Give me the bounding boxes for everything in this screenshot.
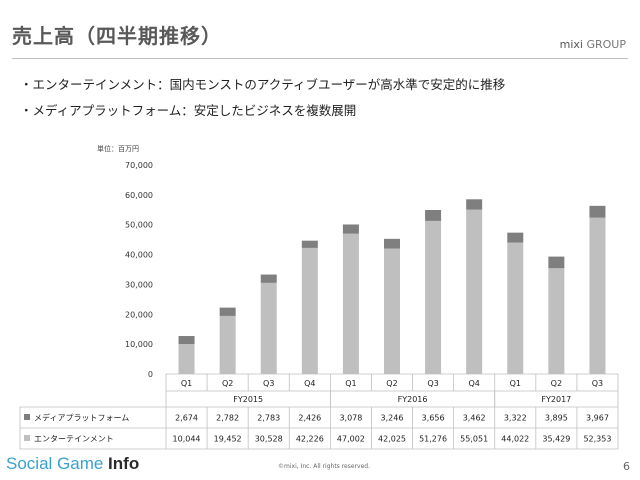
data-label-media-platform: 3,656 bbox=[422, 414, 445, 423]
bar-media-platform bbox=[425, 209, 442, 221]
x-tick-label: Q2 bbox=[222, 379, 233, 388]
bar-entertainment bbox=[301, 247, 318, 374]
x-tick-label: Q2 bbox=[386, 379, 397, 388]
x-tick-label: Q4 bbox=[304, 379, 315, 388]
logo-group: GROUP bbox=[586, 38, 626, 51]
brand-info: Info bbox=[108, 454, 140, 473]
bar-entertainment bbox=[219, 315, 236, 374]
data-label-media-platform: 3,078 bbox=[339, 414, 362, 423]
x-tick-label: Q3 bbox=[263, 379, 274, 388]
x-tick-label: Q1 bbox=[345, 379, 356, 388]
y-tick-label: 10,000 bbox=[125, 340, 153, 349]
x-tick-label: Q1 bbox=[181, 379, 192, 388]
bullet-media-platform: ・メディアプラットフォーム：安定したビジネスを複数展開 bbox=[20, 103, 357, 118]
bar-media-platform bbox=[589, 205, 606, 218]
data-label-media-platform: 3,246 bbox=[381, 414, 404, 423]
data-label-entertainment: 47,002 bbox=[337, 435, 365, 444]
data-label-media-platform: 2,674 bbox=[175, 414, 198, 423]
bar-entertainment bbox=[466, 209, 483, 374]
bar-media-platform bbox=[507, 232, 524, 243]
bar-entertainment bbox=[342, 233, 359, 374]
slide-title: 売上高（四半期推移） bbox=[12, 24, 222, 48]
bar-media-platform bbox=[301, 240, 318, 248]
x-tick-label: Q1 bbox=[510, 379, 521, 388]
unit-label: 単位：百万円 bbox=[97, 145, 139, 153]
title-divider bbox=[12, 58, 628, 59]
logo-main: mixi bbox=[559, 38, 583, 51]
legend-label-media-platform: メディアプラットフォーム bbox=[34, 413, 129, 423]
data-label-media-platform: 3,967 bbox=[586, 414, 609, 423]
bar-entertainment bbox=[178, 344, 195, 374]
data-label-entertainment: 51,276 bbox=[419, 435, 447, 444]
y-tick-label: 60,000 bbox=[125, 191, 153, 200]
brand-social-game: Social Game bbox=[6, 454, 109, 473]
data-label-entertainment: 42,226 bbox=[296, 435, 324, 444]
fiscal-year-label: FY2015 bbox=[233, 395, 263, 404]
fiscal-year-label: FY2017 bbox=[541, 395, 571, 404]
fiscal-year-label: FY2016 bbox=[398, 395, 428, 404]
bar-media-platform bbox=[260, 274, 277, 283]
y-tick-label: 40,000 bbox=[125, 251, 153, 260]
data-label-media-platform: 3,895 bbox=[545, 414, 568, 423]
data-label-media-platform: 3,462 bbox=[463, 414, 486, 423]
y-tick-label: 70,000 bbox=[125, 161, 153, 170]
data-label-entertainment: 52,353 bbox=[583, 435, 611, 444]
bar-media-platform bbox=[178, 336, 195, 345]
data-label-entertainment: 10,044 bbox=[173, 435, 201, 444]
data-label-media-platform: 2,783 bbox=[257, 414, 280, 423]
data-label-media-platform: 3,322 bbox=[504, 414, 527, 423]
bar-entertainment bbox=[260, 282, 277, 374]
data-label-media-platform: 2,426 bbox=[298, 414, 321, 423]
bar-entertainment bbox=[507, 242, 524, 374]
bar-media-platform bbox=[548, 256, 565, 269]
copyright-text: ©mixi, Inc. All rights reserved. bbox=[278, 463, 370, 470]
data-label-entertainment: 42,025 bbox=[378, 435, 406, 444]
bar-entertainment bbox=[589, 217, 606, 374]
y-tick-label: 0 bbox=[148, 370, 153, 379]
mixi-group-logo: mixi GROUP bbox=[560, 38, 626, 51]
legend-swatch-entertainment bbox=[24, 435, 30, 441]
x-tick-label: Q4 bbox=[468, 379, 479, 388]
y-tick-label: 20,000 bbox=[125, 310, 153, 319]
bar-media-platform bbox=[219, 307, 236, 316]
x-tick-label: Q2 bbox=[551, 379, 562, 388]
data-label-entertainment: 35,429 bbox=[542, 435, 570, 444]
bar-entertainment bbox=[425, 220, 442, 374]
social-game-info-brand: Social Game Info bbox=[6, 454, 139, 474]
legend-label-entertainment: エンターテインメント bbox=[34, 435, 114, 444]
bar-entertainment bbox=[548, 268, 565, 374]
data-label-entertainment: 19,452 bbox=[214, 435, 242, 444]
data-label-entertainment: 44,022 bbox=[501, 435, 529, 444]
data-label-entertainment: 30,528 bbox=[255, 435, 283, 444]
y-tick-label: 50,000 bbox=[125, 221, 153, 230]
data-label-media-platform: 2,782 bbox=[216, 414, 239, 423]
x-tick-label: Q3 bbox=[427, 379, 438, 388]
bullet-entertainment: ・エンターテインメント：国内モンストのアクティブユーザーが高水準で安定的に推移 bbox=[20, 77, 506, 92]
legend-swatch-media-platform bbox=[24, 414, 30, 420]
bar-media-platform bbox=[342, 224, 359, 234]
bar-entertainment bbox=[384, 248, 400, 374]
y-tick-label: 30,000 bbox=[125, 280, 153, 289]
bar-media-platform bbox=[384, 238, 400, 249]
x-tick-label: Q3 bbox=[592, 379, 603, 388]
data-label-entertainment: 55,051 bbox=[460, 435, 488, 444]
bullet-list: ・エンターテインメント：国内モンストのアクティブユーザーが高水準で安定的に推移 … bbox=[20, 72, 505, 124]
page-number: 6 bbox=[623, 460, 630, 473]
bar-media-platform bbox=[466, 199, 483, 210]
